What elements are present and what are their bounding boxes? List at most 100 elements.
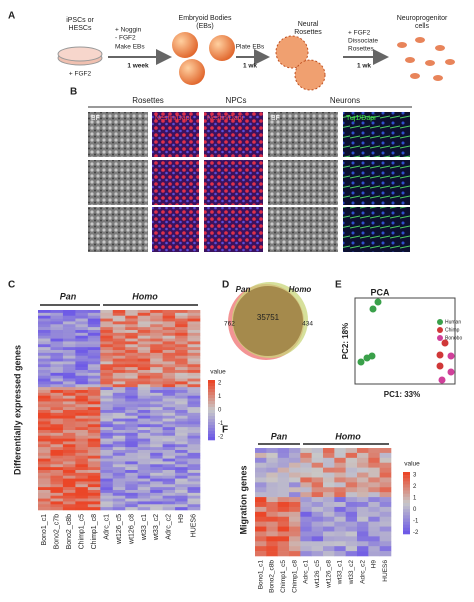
heat-cell [50,495,64,499]
heat-cell [50,424,64,428]
heat-cell [137,332,151,337]
column-label: wt33_c2 [348,560,355,586]
heat-cell [175,507,188,511]
heat-cell [87,404,101,408]
heat-cell [300,506,312,513]
heat-cell [87,441,101,445]
heat-cell [323,467,335,473]
heat-cell [62,461,76,465]
heat-cell [125,452,138,457]
heat-cell [162,507,176,511]
heat-cell [266,506,278,513]
heat-cell [187,398,201,402]
heat-cell [137,432,151,437]
heat-cell [50,327,64,331]
set-label: Homo [289,285,312,294]
heat-cell [38,475,51,479]
heat-cell [150,338,163,342]
heat-cell [112,501,126,505]
stage-label: Embryoid Bodies [179,15,232,22]
heat-cell [334,526,346,532]
heat-cell [112,404,126,408]
legend-swatch [208,425,215,429]
heat-cell [100,464,114,468]
heat-cell [75,341,89,345]
panel-letter: F [222,425,228,436]
heat-cell [137,312,151,317]
heat-cell [162,310,176,314]
heat-cell [187,501,201,505]
heat-cell [112,490,126,494]
heat-cell [150,330,163,334]
heat-cell [125,450,138,454]
heat-cell [150,384,163,388]
legend-swatch [403,527,410,532]
heat-cell [175,358,188,362]
heat-cell [187,318,201,322]
heat-cell [277,462,290,468]
heat-cell [50,472,64,477]
heat-cell [50,498,64,502]
heat-cell [87,427,101,431]
heat-cell [38,492,51,497]
heat-cell [50,310,64,314]
heat-cell [311,472,324,478]
heat-cell [175,410,188,414]
heat-cell [137,507,151,511]
heat-cell [187,352,201,357]
legend-title: value [210,369,226,376]
heat-cell [162,404,176,408]
heat-cell [112,318,126,322]
heat-cell [175,421,188,425]
heat-cell [100,372,114,377]
heat-cell [175,378,188,382]
heat-cell [137,370,151,374]
heat-cell [100,492,114,497]
heat-cell [187,370,201,374]
heat-cell [277,497,290,503]
heat-cell [62,432,76,437]
heat-cell [368,467,380,473]
heat-cell [125,335,138,339]
plot-title: PCA [370,287,390,297]
heat-cell [75,390,89,394]
heat-cell [100,438,114,442]
heat-cell [75,410,89,414]
legend-tick: 0 [413,507,417,513]
heat-cell [137,444,151,448]
heat-cell [175,467,188,471]
legend-swatch [208,383,215,387]
heat-cell [62,427,76,431]
heat-cell [150,430,163,434]
heat-cell [112,352,126,357]
heat-cell [137,458,151,462]
heat-cell [323,511,335,518]
heat-cell [75,347,89,351]
heat-cell [162,444,176,448]
heat-cell [38,381,51,385]
heat-cell [368,448,380,454]
heat-cell [100,395,114,399]
heat-cell [266,482,278,488]
heat-cell [75,484,89,488]
heat-cell [50,364,64,368]
heat-cell [334,506,346,513]
heat-cell [100,392,114,397]
heat-cell [50,358,64,362]
heat-cell [162,375,176,379]
heat-cell [62,447,76,451]
heat-cell [137,484,151,488]
heat-cell [345,541,358,547]
heat-cell [50,421,64,425]
heat-cell [62,452,76,457]
heat-cell [175,498,188,502]
heat-cell [75,430,89,434]
heat-cell [162,484,176,488]
heat-cell [137,472,151,477]
heat-cell [137,384,151,388]
heat-cell [38,355,51,359]
heat-cell [137,475,151,479]
legend-swatch [403,472,410,476]
heat-cell [87,467,101,471]
